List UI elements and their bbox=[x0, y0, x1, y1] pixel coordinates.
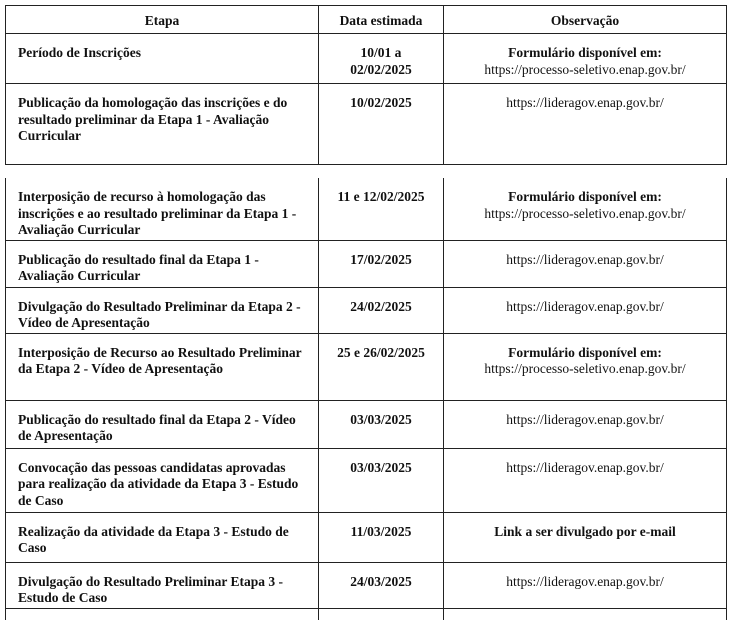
header-row: Etapa Data estimada Observação bbox=[5, 5, 727, 34]
schedule-table-part-1: Etapa Data estimada Observação Período d… bbox=[5, 5, 727, 165]
table-row: Publicação do resultado final da Etapa 2… bbox=[5, 399, 727, 449]
cell-observacao: https://lideragov.enap.gov.br/ bbox=[443, 447, 727, 513]
cell-observacao: https://lideragov.enap.gov.br/ bbox=[443, 399, 727, 449]
cell-empty bbox=[443, 607, 727, 620]
cell-etapa: Interposição de recurso à homologação da… bbox=[5, 178, 319, 241]
table-row: Período de Inscrições 10/01 a 02/02/2025 F… bbox=[5, 33, 727, 84]
cell-etapa: Interposição de Recurso ao Resultado Pre… bbox=[5, 332, 319, 401]
table-row: Divulgação do Resultado Preliminar da Et… bbox=[5, 286, 727, 334]
observacao-link[interactable]: https://lideragov.enap.gov.br/ bbox=[506, 573, 664, 589]
cell-observacao: Formulário disponível em: https://process… bbox=[443, 33, 727, 84]
observacao-link[interactable]: https://processo-seletivo.enap.gov.br/ bbox=[484, 61, 686, 77]
cell-etapa: Divulgação do Resultado Preliminar da Et… bbox=[5, 286, 319, 334]
schedule-table-part-2: Interposição de recurso à homologação da… bbox=[5, 178, 727, 620]
cell-observacao: Formulário disponível em: https://process… bbox=[443, 332, 727, 401]
cell-empty bbox=[5, 607, 319, 620]
cell-etapa: Período de Inscrições bbox=[5, 33, 319, 84]
observacao-label: Formulário disponível em: bbox=[508, 45, 662, 60]
cell-etapa: Realização da atividade da Etapa 3 - Est… bbox=[5, 511, 319, 563]
observacao-link[interactable]: https://lideragov.enap.gov.br/ bbox=[506, 411, 664, 427]
table-row: Realização da atividade da Etapa 3 - Est… bbox=[5, 511, 727, 563]
cell-data: 10/02/2025 bbox=[318, 83, 444, 165]
cell-observacao: Link a ser divulgado por e-mail bbox=[443, 511, 727, 563]
observacao-link[interactable]: https://lideragov.enap.gov.br/ bbox=[506, 459, 664, 475]
table-row: Interposição de Recurso ao Resultado Pre… bbox=[5, 332, 727, 401]
table-row: Publicação do resultado final da Etapa 1… bbox=[5, 239, 727, 288]
cell-data: 11 e 12/02/2025 bbox=[318, 178, 444, 241]
cell-data: 03/03/2025 bbox=[318, 447, 444, 513]
table-row-partial bbox=[5, 607, 727, 620]
cell-data: 03/03/2025 bbox=[318, 399, 444, 449]
cell-observacao: https://lideragov.enap.gov.br/ bbox=[443, 561, 727, 609]
cell-observacao: https://lideragov.enap.gov.br/ bbox=[443, 83, 727, 165]
table-row: Convocação das pessoas candidatas aprova… bbox=[5, 447, 727, 513]
header-observacao: Observação bbox=[443, 5, 727, 34]
cell-data: 17/02/2025 bbox=[318, 239, 444, 288]
cell-data: 25 e 26/02/2025 bbox=[318, 332, 444, 401]
observacao-link[interactable]: https://lideragov.enap.gov.br/ bbox=[506, 298, 664, 314]
header-etapa: Etapa bbox=[5, 5, 319, 34]
observacao-link[interactable]: https://lideragov.enap.gov.br/ bbox=[506, 251, 664, 267]
cell-data: 10/01 a 02/02/2025 bbox=[318, 33, 444, 84]
table-row: Publicação da homologação das inscrições… bbox=[5, 83, 727, 165]
observacao-link[interactable]: https://processo-seletivo.enap.gov.br/ bbox=[484, 205, 686, 221]
cell-observacao: Formulário disponível em: https://process… bbox=[443, 178, 727, 241]
observacao-link[interactable]: https://lideragov.enap.gov.br/ bbox=[506, 95, 664, 110]
cell-observacao: https://lideragov.enap.gov.br/ bbox=[443, 239, 727, 288]
observacao-link[interactable]: https://processo-seletivo.enap.gov.br/ bbox=[484, 361, 686, 376]
cell-empty bbox=[318, 607, 444, 620]
observacao-label: Formulário disponível em: bbox=[508, 189, 662, 204]
cell-data: 11/03/2025 bbox=[318, 511, 444, 563]
table-row: Divulgação do Resultado Preliminar Etapa… bbox=[5, 561, 727, 609]
header-data: Data estimada bbox=[318, 5, 444, 34]
cell-data: 24/02/2025 bbox=[318, 286, 444, 334]
cell-etapa: Publicação do resultado final da Etapa 1… bbox=[5, 239, 319, 288]
cell-etapa: Publicação do resultado final da Etapa 2… bbox=[5, 399, 319, 449]
cell-observacao: https://lideragov.enap.gov.br/ bbox=[443, 286, 727, 334]
cell-etapa: Publicação da homologação das inscrições… bbox=[5, 83, 319, 165]
observacao-label: Link a ser divulgado por e-mail bbox=[494, 523, 676, 539]
observacao-label: Formulário disponível em: bbox=[508, 344, 662, 360]
cell-etapa: Divulgação do Resultado Preliminar Etapa… bbox=[5, 561, 319, 609]
cell-etapa: Convocação das pessoas candidatas aprova… bbox=[5, 447, 319, 513]
cell-data: 24/03/2025 bbox=[318, 561, 444, 609]
table-row: Interposição de recurso à homologação da… bbox=[5, 178, 727, 241]
